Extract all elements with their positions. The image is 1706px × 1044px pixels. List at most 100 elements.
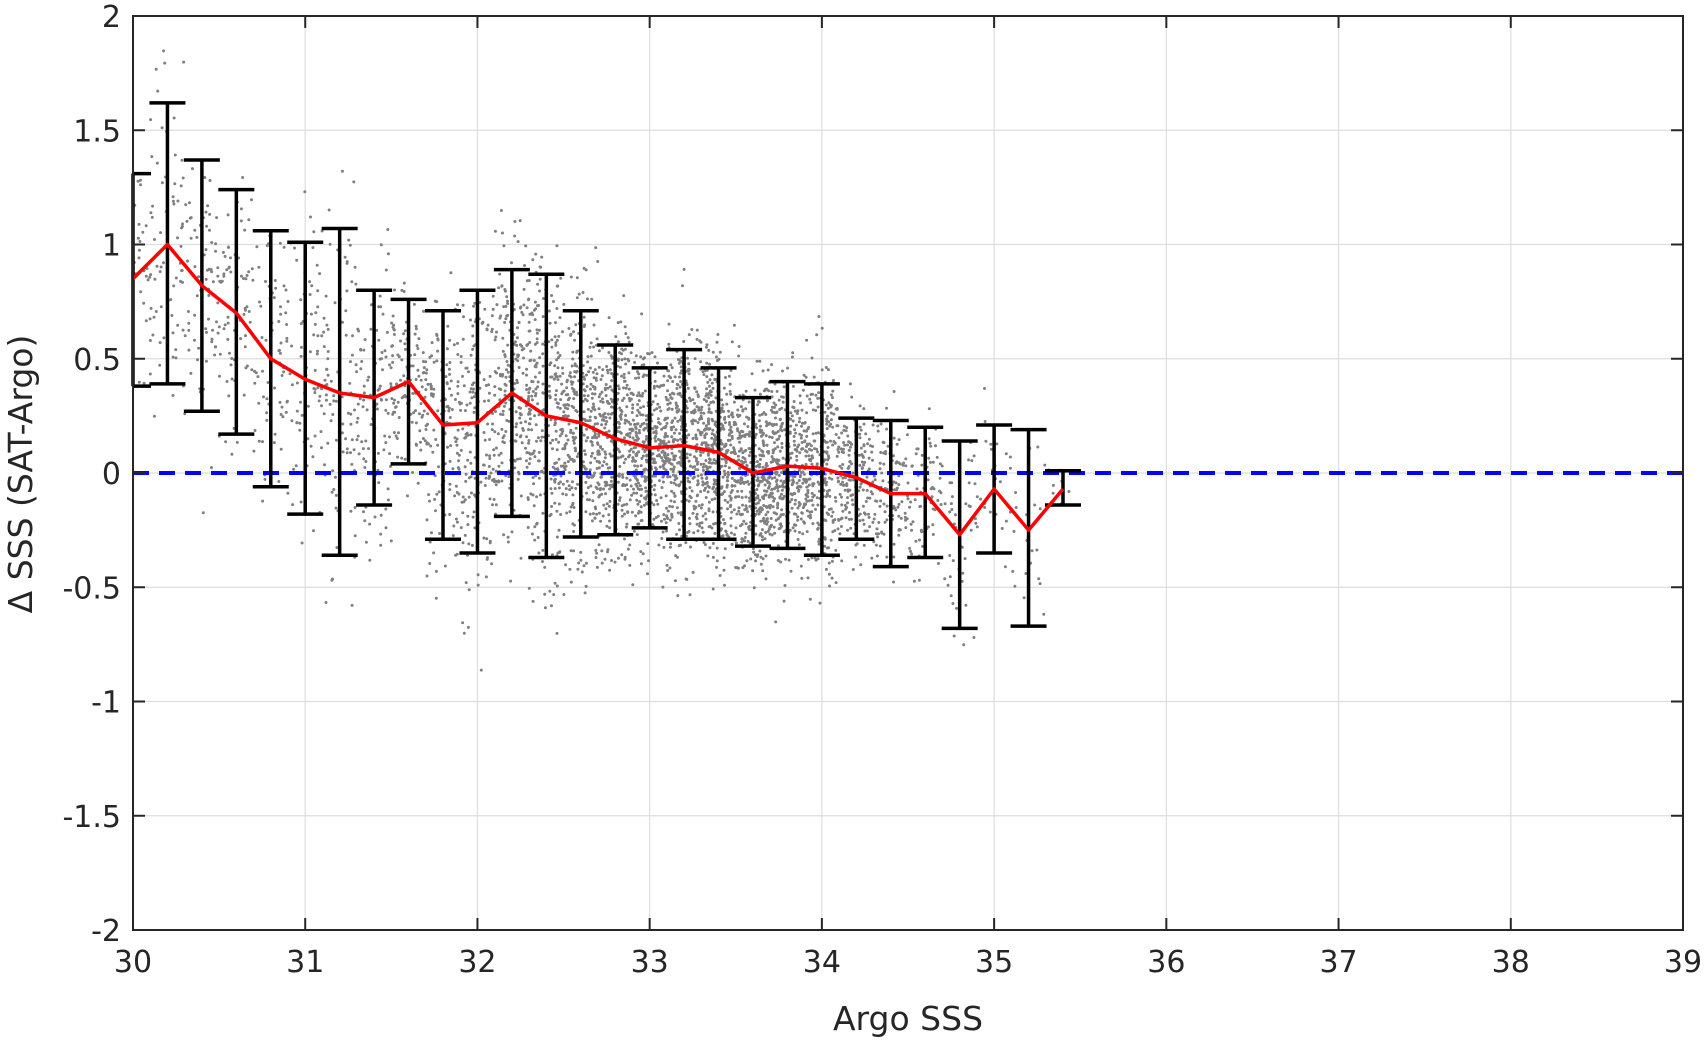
scatter-point <box>525 435 529 439</box>
scatter-point <box>582 564 586 568</box>
scatter-point <box>279 413 283 416</box>
scatter-point <box>216 274 220 278</box>
scatter-point <box>155 264 159 268</box>
scatter-point <box>204 210 208 214</box>
scatter-point <box>759 510 762 514</box>
scatter-point <box>820 368 824 372</box>
scatter-point <box>660 519 663 523</box>
scatter-point <box>938 476 942 480</box>
scatter-point <box>205 330 208 334</box>
scatter-point <box>138 240 142 243</box>
scatter-point <box>519 556 523 560</box>
scatter-point <box>761 474 765 478</box>
scatter-point <box>288 372 292 376</box>
scatter-point <box>775 483 779 487</box>
scatter-point <box>757 400 761 404</box>
scatter-point <box>679 415 683 419</box>
scatter-point <box>897 438 901 442</box>
y-tick-label: 0 <box>102 457 121 492</box>
scatter-point <box>608 519 611 523</box>
scatter-point <box>827 456 831 460</box>
scatter-point <box>226 337 230 341</box>
scatter-point <box>425 441 429 445</box>
scatter-point <box>489 471 493 475</box>
scatter-point <box>482 463 486 467</box>
scatter-point <box>737 506 741 510</box>
scatter-point <box>811 503 815 507</box>
scatter-point <box>765 464 769 468</box>
scatter-point <box>493 430 497 434</box>
scatter-point <box>502 305 506 309</box>
scatter-point <box>446 445 449 449</box>
scatter-point <box>616 357 620 361</box>
scatter-point <box>518 435 522 439</box>
scatter-point <box>700 405 704 409</box>
scatter-point <box>455 491 459 494</box>
scatter-point <box>384 526 388 530</box>
scatter-point <box>897 502 901 506</box>
scatter-point <box>332 399 336 403</box>
scatter-point <box>513 340 517 344</box>
scatter-point <box>825 427 829 431</box>
scatter-point <box>417 412 421 416</box>
scatter-point <box>428 499 431 503</box>
scatter-point <box>838 532 842 536</box>
scatter-point <box>581 382 585 386</box>
scatter-point <box>309 444 313 448</box>
scatter-point <box>688 464 692 468</box>
scatter-point <box>909 549 912 553</box>
scatter-point <box>633 423 636 426</box>
scatter-point <box>517 366 521 369</box>
scatter-point <box>781 421 784 425</box>
scatter-point <box>609 479 613 483</box>
scatter-point <box>711 542 715 545</box>
scatter-point <box>645 453 649 457</box>
scatter-point <box>393 288 396 292</box>
scatter-point <box>576 567 580 571</box>
scatter-point <box>690 328 694 331</box>
scatter-point <box>864 500 868 503</box>
scatter-point <box>776 501 780 505</box>
scatter-point <box>598 488 602 492</box>
scatter-point <box>559 428 563 432</box>
scatter-point <box>411 471 414 474</box>
scatter-point <box>830 576 834 580</box>
scatter-point <box>524 244 528 248</box>
scatter-point <box>640 422 644 426</box>
scatter-point <box>701 483 705 487</box>
scatter-point <box>710 373 714 377</box>
scatter-point <box>846 466 850 470</box>
scatter-point <box>537 459 541 463</box>
scatter-point <box>630 493 634 497</box>
scatter-point <box>463 533 467 537</box>
scatter-point <box>687 499 691 503</box>
scatter-point <box>528 412 532 416</box>
scatter-point <box>635 394 639 398</box>
scatter-point <box>184 203 188 207</box>
scatter-point <box>803 421 807 425</box>
scatter-point <box>622 461 626 465</box>
scatter-point <box>527 462 531 466</box>
scatter-point <box>659 496 663 500</box>
scatter-point <box>534 392 538 395</box>
scatter-point <box>306 437 310 441</box>
scatter-point <box>377 481 381 485</box>
scatter-point <box>671 380 675 383</box>
scatter-point <box>414 378 418 381</box>
scatter-point <box>1051 491 1055 495</box>
scatter-point <box>564 563 568 567</box>
scatter-point <box>197 346 201 350</box>
scatter-point <box>687 433 691 437</box>
scatter-point <box>764 577 768 581</box>
scatter-point <box>506 370 510 374</box>
scatter-point <box>765 443 769 447</box>
scatter-point <box>208 212 212 216</box>
scatter-point <box>791 474 795 478</box>
scatter-point <box>610 559 613 562</box>
scatter-point <box>558 406 562 410</box>
scatter-point <box>874 532 878 536</box>
scatter-point <box>643 479 647 483</box>
scatter-point <box>266 381 270 384</box>
scatter-point <box>716 333 720 336</box>
scatter-point <box>495 330 498 334</box>
